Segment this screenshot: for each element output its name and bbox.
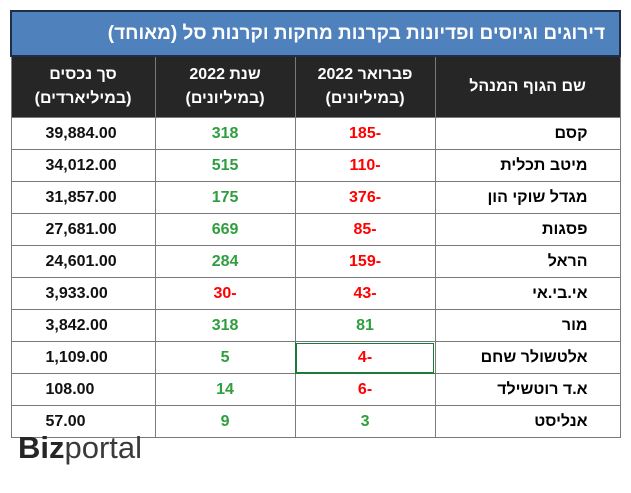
total-assets-cell: 31,857.00 [10,181,156,214]
total-assets-cell: 27,681.00 [10,213,156,246]
year-flow-cell: 14 [154,373,296,406]
fund-manager-cell: מיטב תכלית [434,149,621,182]
table-row: פסגות -85 669 27,681.00 [10,213,621,246]
total-assets-cell: 3,933.00 [10,277,156,310]
february-flow-cell: 3 [294,405,436,438]
year-flow-cell: 318 [154,117,296,150]
february-flow-cell: -43 [294,277,436,310]
header-assets-line2: (במיליארדים) [34,90,132,107]
table-row: אנליסט 3 9 57.00 [10,405,621,438]
table-row: מיטב תכלית -110 515 34,012.00 [10,149,621,182]
logo-portal-text: portal [64,430,143,465]
table-row: אי.בי.אי -43 -30 3,933.00 [10,277,621,310]
total-assets-cell: 108.00 [10,373,156,406]
fund-manager-cell: הראל [434,245,621,278]
total-assets-cell: 39,884.00 [10,117,156,150]
total-assets-cell: 34,012.00 [10,149,156,182]
year-flow-cell: 9 [154,405,296,438]
february-flow-cell: -85 [294,213,436,246]
year-flow-cell: 318 [154,309,296,342]
header-fund-manager-label: שם הגוף המנהל [469,78,586,95]
total-assets-cell: 3,842.00 [10,309,156,342]
year-flow-cell: 175 [154,181,296,214]
year-flow-cell: 515 [154,149,296,182]
february-flow-cell: -159 [294,245,436,278]
table-row: הראל -159 284 24,601.00 [10,245,621,278]
table-row: מגדל שוקי הון -376 175 31,857.00 [10,181,621,214]
fund-manager-cell: פסגות [434,213,621,246]
year-flow-cell: 669 [154,213,296,246]
table-row: אלטשולר שחם -4 5 1,109.00 [10,341,621,374]
header-year-line1: שנת 2022 [189,66,261,83]
fund-manager-cell: אנליסט [434,405,621,438]
table-title: דירוגים וגיוסים ופדיונות בקרנות מחקות וק… [9,10,622,57]
fund-manager-cell: אלטשולר שחם [434,341,621,374]
february-flow-cell: -376 [294,181,436,214]
fund-flows-table-container: דירוגים וגיוסים ופדיונות בקרנות מחקות וק… [9,10,622,438]
header-total-assets: סך נכסים (במיליארדים) [10,55,156,118]
header-february-line1: פברואר 2022 [317,66,413,83]
table-body: קסם -185 318 39,884.00 מיטב תכלית -110 515 34,0… [10,117,621,438]
year-flow-cell: 5 [154,341,296,374]
february-flow-cell: -185 [294,117,436,150]
bizportal-logo: Bizportal [18,430,142,470]
total-assets-cell: 1,109.00 [10,341,156,374]
february-flow-cell: 81 [294,309,436,342]
fund-manager-cell: מור [434,309,621,342]
year-flow-cell: 284 [154,245,296,278]
header-year-line2: (במיליונים) [185,90,265,107]
table-row: מור 81 318 3,842.00 [10,309,621,342]
header-fund-manager: שם הגוף המנהל [434,55,621,118]
fund-manager-cell: מגדל שוקי הון [434,181,621,214]
fund-flows-table: דירוגים וגיוסים ופדיונות בקרנות מחקות וק… [9,10,622,438]
february-flow-cell: -6 [294,373,436,406]
total-assets-cell: 24,601.00 [10,245,156,278]
fund-manager-cell: אי.בי.אי [434,277,621,310]
total-assets-cell: 57.00 [10,405,156,438]
header-february-2022: פברואר 2022 (במיליונים) [294,55,436,118]
february-flow-cell: -110 [294,149,436,182]
february-flow-cell: -4 [294,341,436,374]
header-february-line2: (במיליונים) [325,90,405,107]
year-flow-cell: -30 [154,277,296,310]
header-year-2022: שנת 2022 (במיליונים) [154,55,296,118]
fund-manager-cell: קסם [434,117,621,150]
table-row: קסם -185 318 39,884.00 [10,117,621,150]
table-row: א.ד רוטשילד -6 14 108.00 [10,373,621,406]
header-assets-line1: סך נכסים [49,66,117,83]
fund-manager-cell: א.ד רוטשילד [434,373,621,406]
logo-biz-text: Biz [18,430,65,465]
